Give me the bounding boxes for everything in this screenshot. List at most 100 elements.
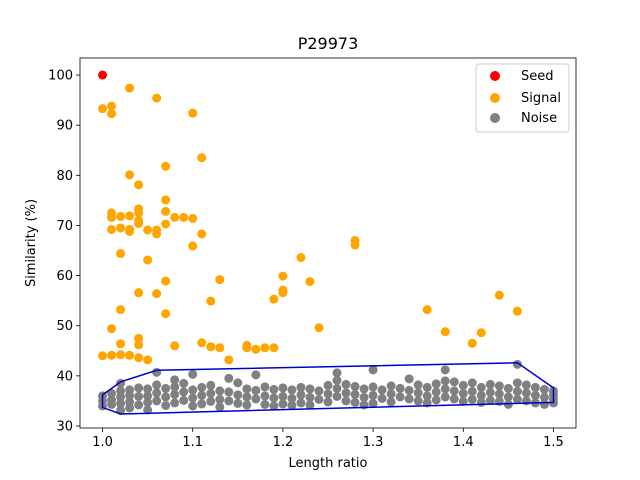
noise-point xyxy=(350,389,360,399)
signal-point xyxy=(215,275,225,285)
signal-point xyxy=(179,212,189,222)
signal-point xyxy=(440,327,450,337)
x-axis-label: Length ratio xyxy=(289,456,368,471)
noise-point xyxy=(305,400,315,410)
noise-point xyxy=(539,392,549,402)
noise-point xyxy=(215,402,225,412)
noise-point xyxy=(260,391,270,401)
noise-point xyxy=(188,385,198,395)
noise-point xyxy=(233,378,243,388)
signal-point xyxy=(188,108,198,118)
noise-point xyxy=(197,399,207,409)
noise-point xyxy=(206,380,216,390)
noise-point xyxy=(449,386,459,396)
noise-point xyxy=(323,389,333,399)
noise-point xyxy=(422,391,432,401)
signal-point xyxy=(143,225,153,235)
noise-point xyxy=(242,392,252,402)
noise-point xyxy=(332,383,342,393)
noise-point xyxy=(170,389,180,399)
noise-point xyxy=(269,384,279,394)
noise-point xyxy=(476,390,486,400)
noise-point xyxy=(341,379,351,389)
y-axis-ticks: 30 40 50 60 70 80 90 100 xyxy=(48,69,80,434)
noise-point xyxy=(107,388,117,398)
signal-point xyxy=(197,153,207,163)
noise-point xyxy=(332,368,342,378)
seed-point xyxy=(98,70,108,80)
noise-point xyxy=(224,373,234,383)
noise-point xyxy=(323,397,333,407)
y-tick-label: 60 xyxy=(56,269,73,284)
signal-point xyxy=(143,255,153,265)
signal-point xyxy=(116,305,126,315)
noise-point xyxy=(179,378,189,388)
signal-point xyxy=(125,170,135,180)
noise-point xyxy=(296,390,306,400)
noise-point xyxy=(404,385,414,395)
noise-point xyxy=(503,383,513,393)
noise-point xyxy=(269,393,279,403)
signal-point xyxy=(215,343,225,353)
noise-point xyxy=(359,384,369,394)
noise-point xyxy=(521,396,531,406)
noise-point xyxy=(404,394,414,404)
noise-point xyxy=(251,370,261,380)
legend-label-signal: Signal xyxy=(521,91,561,106)
signal-point xyxy=(161,195,171,205)
signal-point xyxy=(350,240,360,250)
noise-point xyxy=(251,385,261,395)
noise-point xyxy=(476,382,486,392)
noise-point xyxy=(188,369,198,379)
signal-point xyxy=(188,213,198,223)
noise-point xyxy=(521,388,531,398)
noise-point xyxy=(296,398,306,408)
noise-point xyxy=(287,400,297,410)
noise-point xyxy=(287,385,297,395)
signal-point xyxy=(107,324,117,334)
noise-point xyxy=(143,397,153,407)
noise-point xyxy=(440,365,450,375)
noise-point xyxy=(521,380,531,390)
y-tick-label: 70 xyxy=(56,219,73,234)
legend: Seed Signal Noise xyxy=(475,63,570,133)
signal-point xyxy=(206,342,216,352)
noise-point xyxy=(440,392,450,402)
signal-point xyxy=(152,289,162,299)
noise-point xyxy=(530,382,540,392)
noise-point xyxy=(395,392,405,402)
plot-frame xyxy=(79,57,577,429)
noise-point xyxy=(512,394,522,404)
signal-point xyxy=(134,218,144,228)
noise-point xyxy=(458,380,468,390)
noise-point xyxy=(368,398,378,408)
y-tick-label: 50 xyxy=(56,319,73,334)
signal-point xyxy=(206,296,216,306)
noise-point xyxy=(512,386,522,396)
signal-point xyxy=(134,208,144,218)
signal-point xyxy=(116,350,126,360)
signal-point xyxy=(170,212,180,222)
noise-point xyxy=(377,385,387,395)
signal-point xyxy=(134,353,144,363)
x-axis-ticks: 1.0 1.1 1.2 1.3 1.4 1.5 xyxy=(92,428,564,450)
noise-point xyxy=(431,387,441,397)
signal-point xyxy=(296,253,306,263)
signal-point xyxy=(278,288,288,298)
noise-point xyxy=(485,387,495,397)
signal-point xyxy=(197,338,207,348)
noise-point xyxy=(170,375,180,385)
noise-point xyxy=(278,391,288,401)
noise-point xyxy=(512,378,522,388)
noise-point xyxy=(170,382,180,392)
noise-point xyxy=(377,393,387,403)
noise-point xyxy=(413,388,423,398)
noise-point xyxy=(503,392,513,402)
signal-point xyxy=(116,339,126,349)
signal-point xyxy=(107,101,117,111)
noise-point xyxy=(206,388,216,398)
legend-marker-seed xyxy=(490,71,500,81)
noise-point xyxy=(188,401,198,411)
noise-point xyxy=(467,386,477,396)
noise-point xyxy=(314,386,324,396)
